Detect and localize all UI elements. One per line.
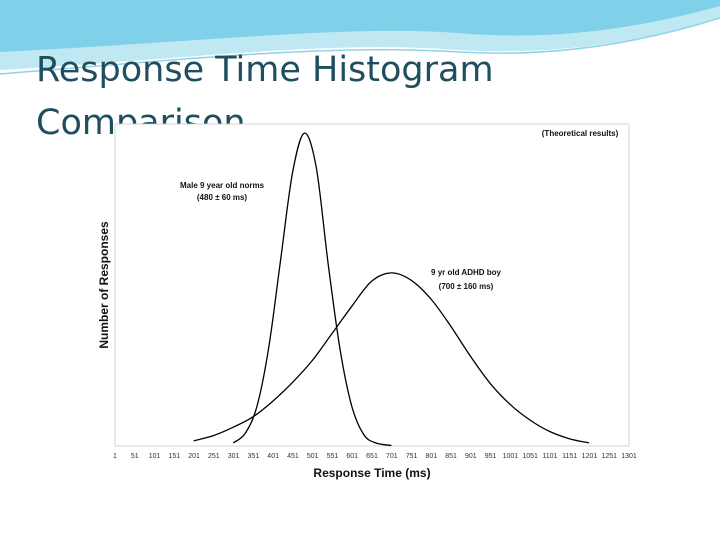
x-tick-label: 1	[113, 453, 117, 460]
x-tick-label: 151	[168, 453, 180, 460]
x-tick-label: 551	[327, 453, 339, 460]
x-tick-label: 751	[406, 453, 418, 460]
series-lines	[193, 132, 590, 447]
x-tick-labels: 1 51 101 151 201 251 301 351 401 451 501 551 601 651 7…	[113, 453, 637, 460]
series-line-norms	[232, 132, 392, 447]
x-tick-label: 451	[287, 453, 299, 460]
x-tick-label: 101	[149, 453, 161, 460]
banner-swoosh-line	[0, 17, 720, 75]
x-tick-label: 1051	[522, 453, 538, 460]
x-tick-label: 351	[248, 453, 260, 460]
x-tick-label: 951	[485, 453, 497, 460]
decorative-banner	[0, 0, 720, 75]
x-axis-title: Response Time (ms)	[313, 466, 430, 480]
x-tick-label: 851	[445, 453, 457, 460]
plot-area	[114, 123, 630, 447]
x-tick-label: 601	[346, 453, 358, 460]
x-tick-label: 401	[267, 453, 279, 460]
series-label-norms-stats: (480 ± 60 ms)	[197, 193, 248, 202]
x-tick-label: 501	[307, 453, 319, 460]
x-tick-label: 301	[228, 453, 240, 460]
x-tick-label: 51	[131, 453, 139, 460]
x-tick-label: 251	[208, 453, 220, 460]
x-tick-label: 1101	[542, 453, 557, 460]
banner-wave-front	[0, 0, 720, 52]
x-tick-label: 651	[366, 453, 378, 460]
x-tick-label: 901	[465, 453, 477, 460]
x-tick-label: 1251	[601, 453, 617, 460]
x-tick-label: 1301	[621, 453, 637, 460]
series-label-adhd: 9 yr old ADHD boy	[431, 268, 501, 277]
chart-note: (Theoretical results)	[542, 129, 619, 138]
x-tick-label: 1001	[503, 453, 519, 460]
series-label-norms: Male 9 year old norms	[180, 181, 265, 190]
series-label-adhd-stats: (700 ± 160 ms)	[439, 282, 494, 291]
series-line-adhd	[193, 272, 590, 444]
x-tick-label: 201	[188, 453, 200, 460]
x-tick-label: 1201	[582, 453, 598, 460]
y-axis-title: Number of Responses	[97, 221, 111, 349]
x-tick-label: 701	[386, 453, 398, 460]
x-tick-label: 801	[425, 453, 437, 460]
x-tick-label: 1151	[562, 453, 577, 460]
